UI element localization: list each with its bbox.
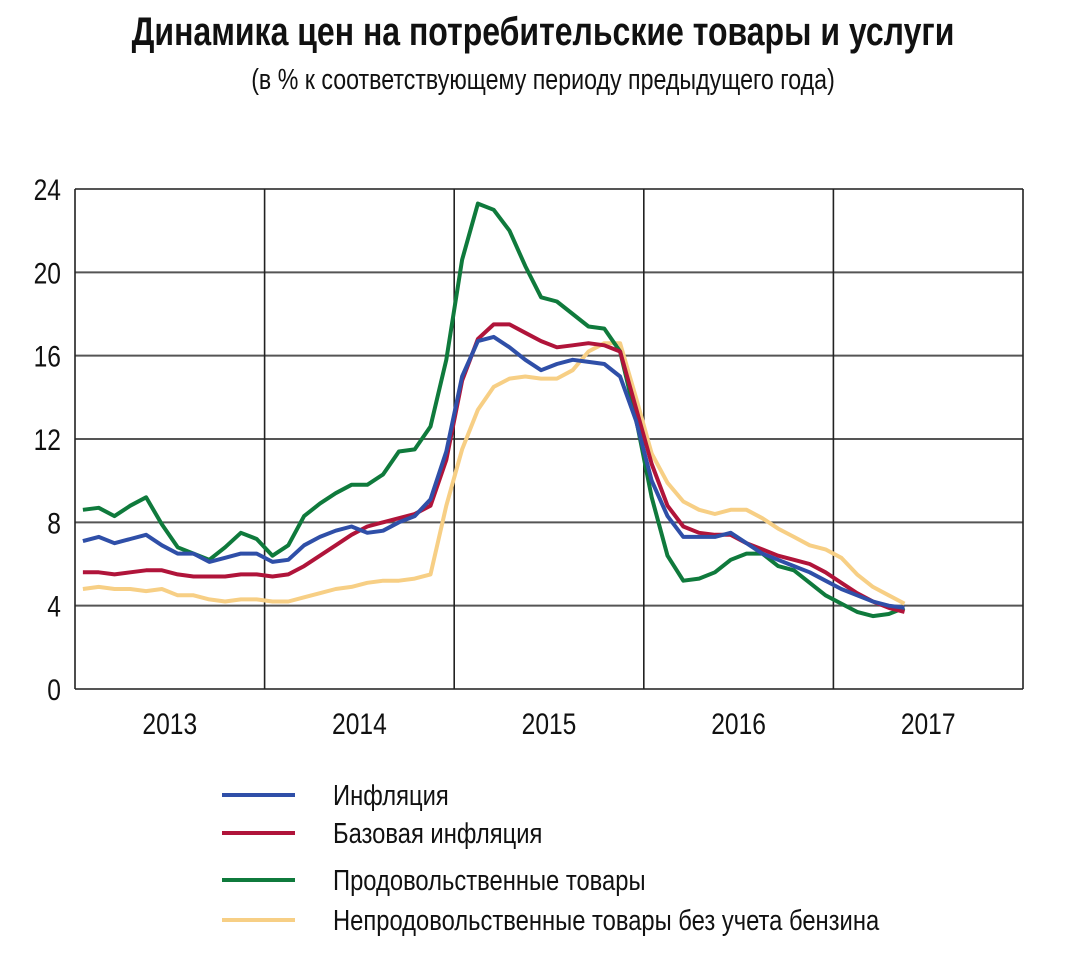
y-tick-label: 8 [47,506,61,540]
series-line-1 [82,322,906,614]
x-tick-label: 2013 [142,707,197,741]
y-tick-label: 4 [47,589,61,623]
series-line-0 [82,334,905,610]
legend-label: Продовольственные товары [333,864,646,897]
y-tick-label: 16 [34,339,61,373]
x-tick-label: 2016 [711,707,766,741]
series-line-2 [82,201,906,619]
x-tick-label: 2017 [901,707,956,741]
y-tick-label: 20 [34,256,61,290]
x-tick-label: 2014 [332,707,387,741]
y-tick-label: 12 [34,423,61,457]
legend-label: Непродовольственные товары без учета бен… [333,904,879,937]
chart-subtitle: (в % к соответствующему периоду предыдущ… [251,64,835,96]
y-tick-label: 0 [47,673,61,707]
chart-title: Динамика цен на потребительские товары и… [131,10,955,54]
x-tick-label: 2015 [522,707,577,741]
series-line-3 [82,341,906,606]
legend-label: Инфляция [333,779,449,812]
legend-label: Базовая инфляция [333,817,542,850]
y-tick-label: 24 [34,173,61,207]
